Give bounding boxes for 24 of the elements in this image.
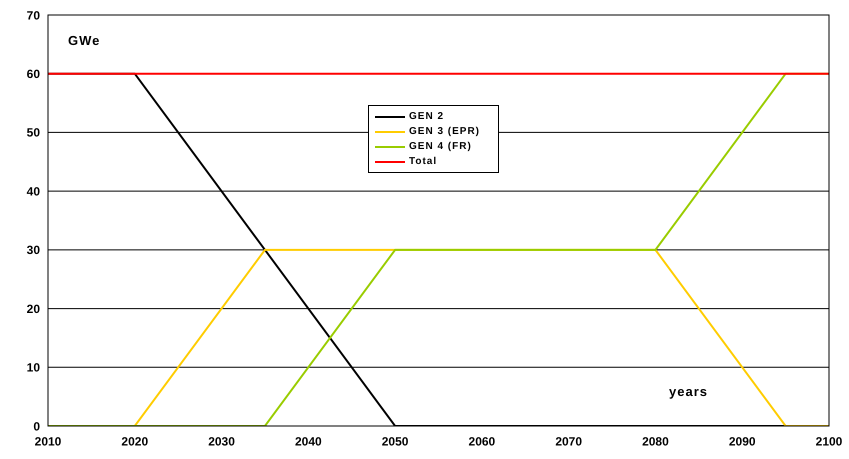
y-tick-label: 10 — [26, 360, 40, 375]
legend-label: GEN 3 (EPR) — [409, 126, 480, 137]
y-tick-label: 40 — [26, 184, 40, 198]
legend-label: Total — [409, 156, 438, 167]
x-tick-label: 2090 — [728, 434, 756, 449]
legend-label: GEN 2 — [409, 111, 444, 122]
x-tick-label: 2050 — [382, 434, 409, 449]
y-tick-label: 30 — [26, 243, 40, 258]
y-axis-title: GWe — [68, 33, 100, 48]
y-tick-label: 60 — [26, 66, 40, 81]
x-tick-label: 2040 — [294, 434, 322, 449]
x-tick-label: 2010 — [34, 434, 62, 449]
y-tick-label: 70 — [26, 8, 40, 22]
x-tick-label: 2100 — [816, 434, 843, 449]
y-tick-label: 0 — [33, 419, 40, 434]
x-tick-label: 2060 — [468, 434, 496, 449]
x-tick-label: 2030 — [208, 434, 236, 449]
x-tick-label: 2020 — [121, 434, 148, 449]
y-tick-label: 50 — [26, 126, 40, 140]
x-tick-label: 2070 — [555, 434, 582, 449]
x-axis-title: years — [669, 384, 708, 399]
legend-label: GEN 4 (FR) — [409, 141, 472, 152]
x-tick-label: 2080 — [642, 434, 670, 449]
y-tick-label: 20 — [26, 302, 40, 316]
